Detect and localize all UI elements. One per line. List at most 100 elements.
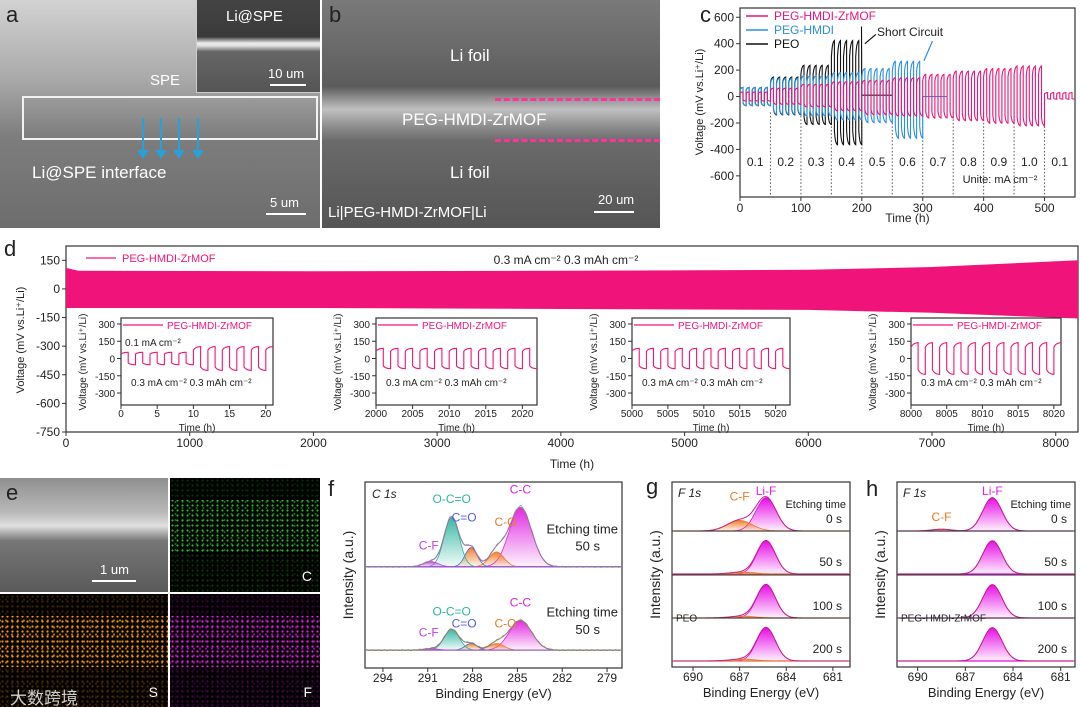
x-tick-label: 5005 [657, 409, 680, 420]
element-label-f: F [303, 684, 312, 700]
y-tick-label: 150 [40, 253, 60, 267]
x-tick-label: 8000 [900, 409, 923, 420]
etching-time-label: Etching time [546, 605, 618, 620]
legend-label: PEG-HMDI-ZrMOF [774, 9, 876, 23]
x-tick-label: 681 [1051, 670, 1071, 684]
x-tick-label: 282 [552, 671, 572, 685]
short-circuit-annotation: Short Circuit [877, 25, 944, 39]
x-tick-label: 285 [507, 671, 527, 685]
x-tick-label: 2020 [511, 409, 534, 420]
peak-label-c-f: C-F [730, 489, 750, 503]
peak-label-c-c: C-C [510, 482, 532, 496]
y-tick-label: -150 [36, 311, 60, 325]
y-tick-label: -300 [95, 389, 115, 400]
x-axis-label: Binding Energy (eV) [703, 685, 819, 700]
fit-envelope [897, 540, 1075, 575]
y-tick-label: -300 [885, 389, 905, 400]
interface-dash-line [495, 139, 660, 142]
spectrum: C-C C-O C=O O-C=O C-F Etching time 50 s [364, 482, 623, 569]
series-line-peg-hmdi-zrmof [739, 65, 1076, 127]
inset-x-axis-label: Time (h) [179, 423, 216, 434]
inset-scale-label: 10 um [268, 66, 305, 81]
x-tick-label: 687 [955, 670, 975, 684]
inset-chart: 0 5 10 15 20 300 150 0 -150 -300 PEG-HMDI-ZrMOF 0.1… [78, 314, 274, 434]
peak-c-o-area [365, 551, 622, 568]
etching-time-value: 50 s [575, 538, 600, 553]
inset-background [121, 318, 273, 405]
watermark: 大数跨境 [10, 689, 78, 707]
inset-x-axis-label: Time (h) [438, 423, 475, 434]
interface-label: Li@SPE interface [32, 163, 167, 182]
membrane-label: PEG-HMDI-ZrMOF [402, 110, 547, 129]
x-tick-label: 400 [974, 201, 994, 215]
etching-time-value: 100 s [813, 599, 842, 613]
x-tick-label: 2005 [401, 409, 424, 420]
x-tick-label: 6000 [795, 436, 822, 450]
x-tick-label: 687 [730, 670, 750, 684]
peak-label-c-f: C-F [932, 510, 952, 524]
etching-time-value: 0 s [1051, 512, 1067, 526]
y-tick-label: -300 [606, 389, 626, 400]
inset-note: 0.3 mA cm⁻² 0.3 mAh cm⁻² [921, 378, 1042, 389]
sem-cross-section: 1 um [0, 478, 168, 592]
y-tick-label: -300 [36, 339, 60, 353]
inset-sem-image [196, 0, 320, 93]
x-tick-label: 5020 [765, 409, 788, 420]
inset-y-axis-label: Voltage (mV vs.Li⁺/Li) [78, 314, 89, 411]
spectrum: 200 s [897, 617, 1075, 662]
y-tick-label: -600 [36, 396, 60, 410]
plot-frame [910, 317, 1062, 406]
x-tick-label: 8015 [1007, 409, 1030, 420]
scale-bar [92, 580, 136, 582]
x-tick-label: 15 [224, 409, 236, 420]
chart-d-long-cycling: 0 1000 2000 3000 4000 5000 6000 7000 80001500-15… [15, 245, 1079, 471]
y-tick-label: 150 [353, 337, 370, 348]
plot-frame [65, 245, 1079, 433]
inset-series-line [631, 347, 791, 370]
eds-map-fluorine: F [170, 594, 320, 707]
y-tick-label: 200 [714, 63, 734, 77]
inset-note: 0.3 mA cm⁻² 0.3 mAh cm⁻² [131, 378, 252, 389]
x-axis-label: Time (h) [885, 211, 929, 225]
panel-letter-h: h [866, 476, 879, 501]
series-line-peg-hmdi [739, 60, 948, 140]
legend-label: PEG-HMDI-ZrMOF [122, 253, 216, 265]
peak-label-o-c=o: O-C=O [432, 604, 470, 618]
element-label-c: C [301, 568, 312, 584]
x-tick-label: 5000 [671, 436, 698, 450]
y-tick-label: 0 [727, 90, 734, 104]
x-axis-label: Time (h) [550, 457, 594, 471]
core-level-title: C 1s [372, 487, 397, 501]
chart-f-xps: 294 291 288 285 282 279C-CC-OC=OO-C=OC-FEtchi… [340, 481, 623, 701]
legend-label: PEO [774, 37, 799, 51]
legend-label: PEG-HMDI [774, 23, 834, 37]
x-tick-label: 684 [1003, 670, 1023, 684]
inset-y-axis-label: Voltage (mV vs.Li⁺/Li) [868, 314, 879, 411]
core-level-title: F 1s [903, 486, 926, 500]
y-tick-label: -150 [350, 372, 370, 383]
etching-time-value: 100 s [1038, 599, 1067, 613]
inset-y-axis-label: Voltage (mV vs.Li⁺/Li) [589, 314, 600, 411]
peak-label-li-f: Li-F [982, 484, 1003, 498]
etching-time-value: 200 s [813, 642, 842, 656]
x-tick-label: 288 [463, 671, 483, 685]
y-tick-label: 300 [98, 320, 115, 331]
etching-time-value: 200 s [1038, 642, 1067, 656]
element-label-s: S [148, 684, 158, 700]
chart-c-voltage-profile: 0 100 200 300 400 500 600 400 200 0 -200 -400 -600 0.… [694, 7, 1076, 225]
peak-label-c-o: C-O [494, 616, 516, 630]
inset-note: 0.3 mA cm⁻² 0.3 mAh cm⁻² [642, 378, 763, 389]
x-tick-label: 2015 [475, 409, 498, 420]
sample-label: PEO [676, 614, 697, 625]
arrow-down-icon [137, 118, 149, 159]
y-tick-label: 300 [888, 320, 905, 331]
etching-time-value: 50 s [819, 555, 842, 569]
x-tick-label: 2010 [438, 409, 461, 420]
etching-time-value: 0 s [826, 512, 842, 526]
spectrum: 50 s [897, 530, 1075, 575]
x-tick-label: 8005 [936, 409, 959, 420]
x-tick-label: 4000 [548, 436, 575, 450]
panel-letter-c: c [700, 2, 711, 27]
etching-time-header: Etching time [785, 499, 846, 511]
test-condition: 0.3 mA cm⁻² 0.3 mAh cm⁻² [494, 253, 639, 267]
